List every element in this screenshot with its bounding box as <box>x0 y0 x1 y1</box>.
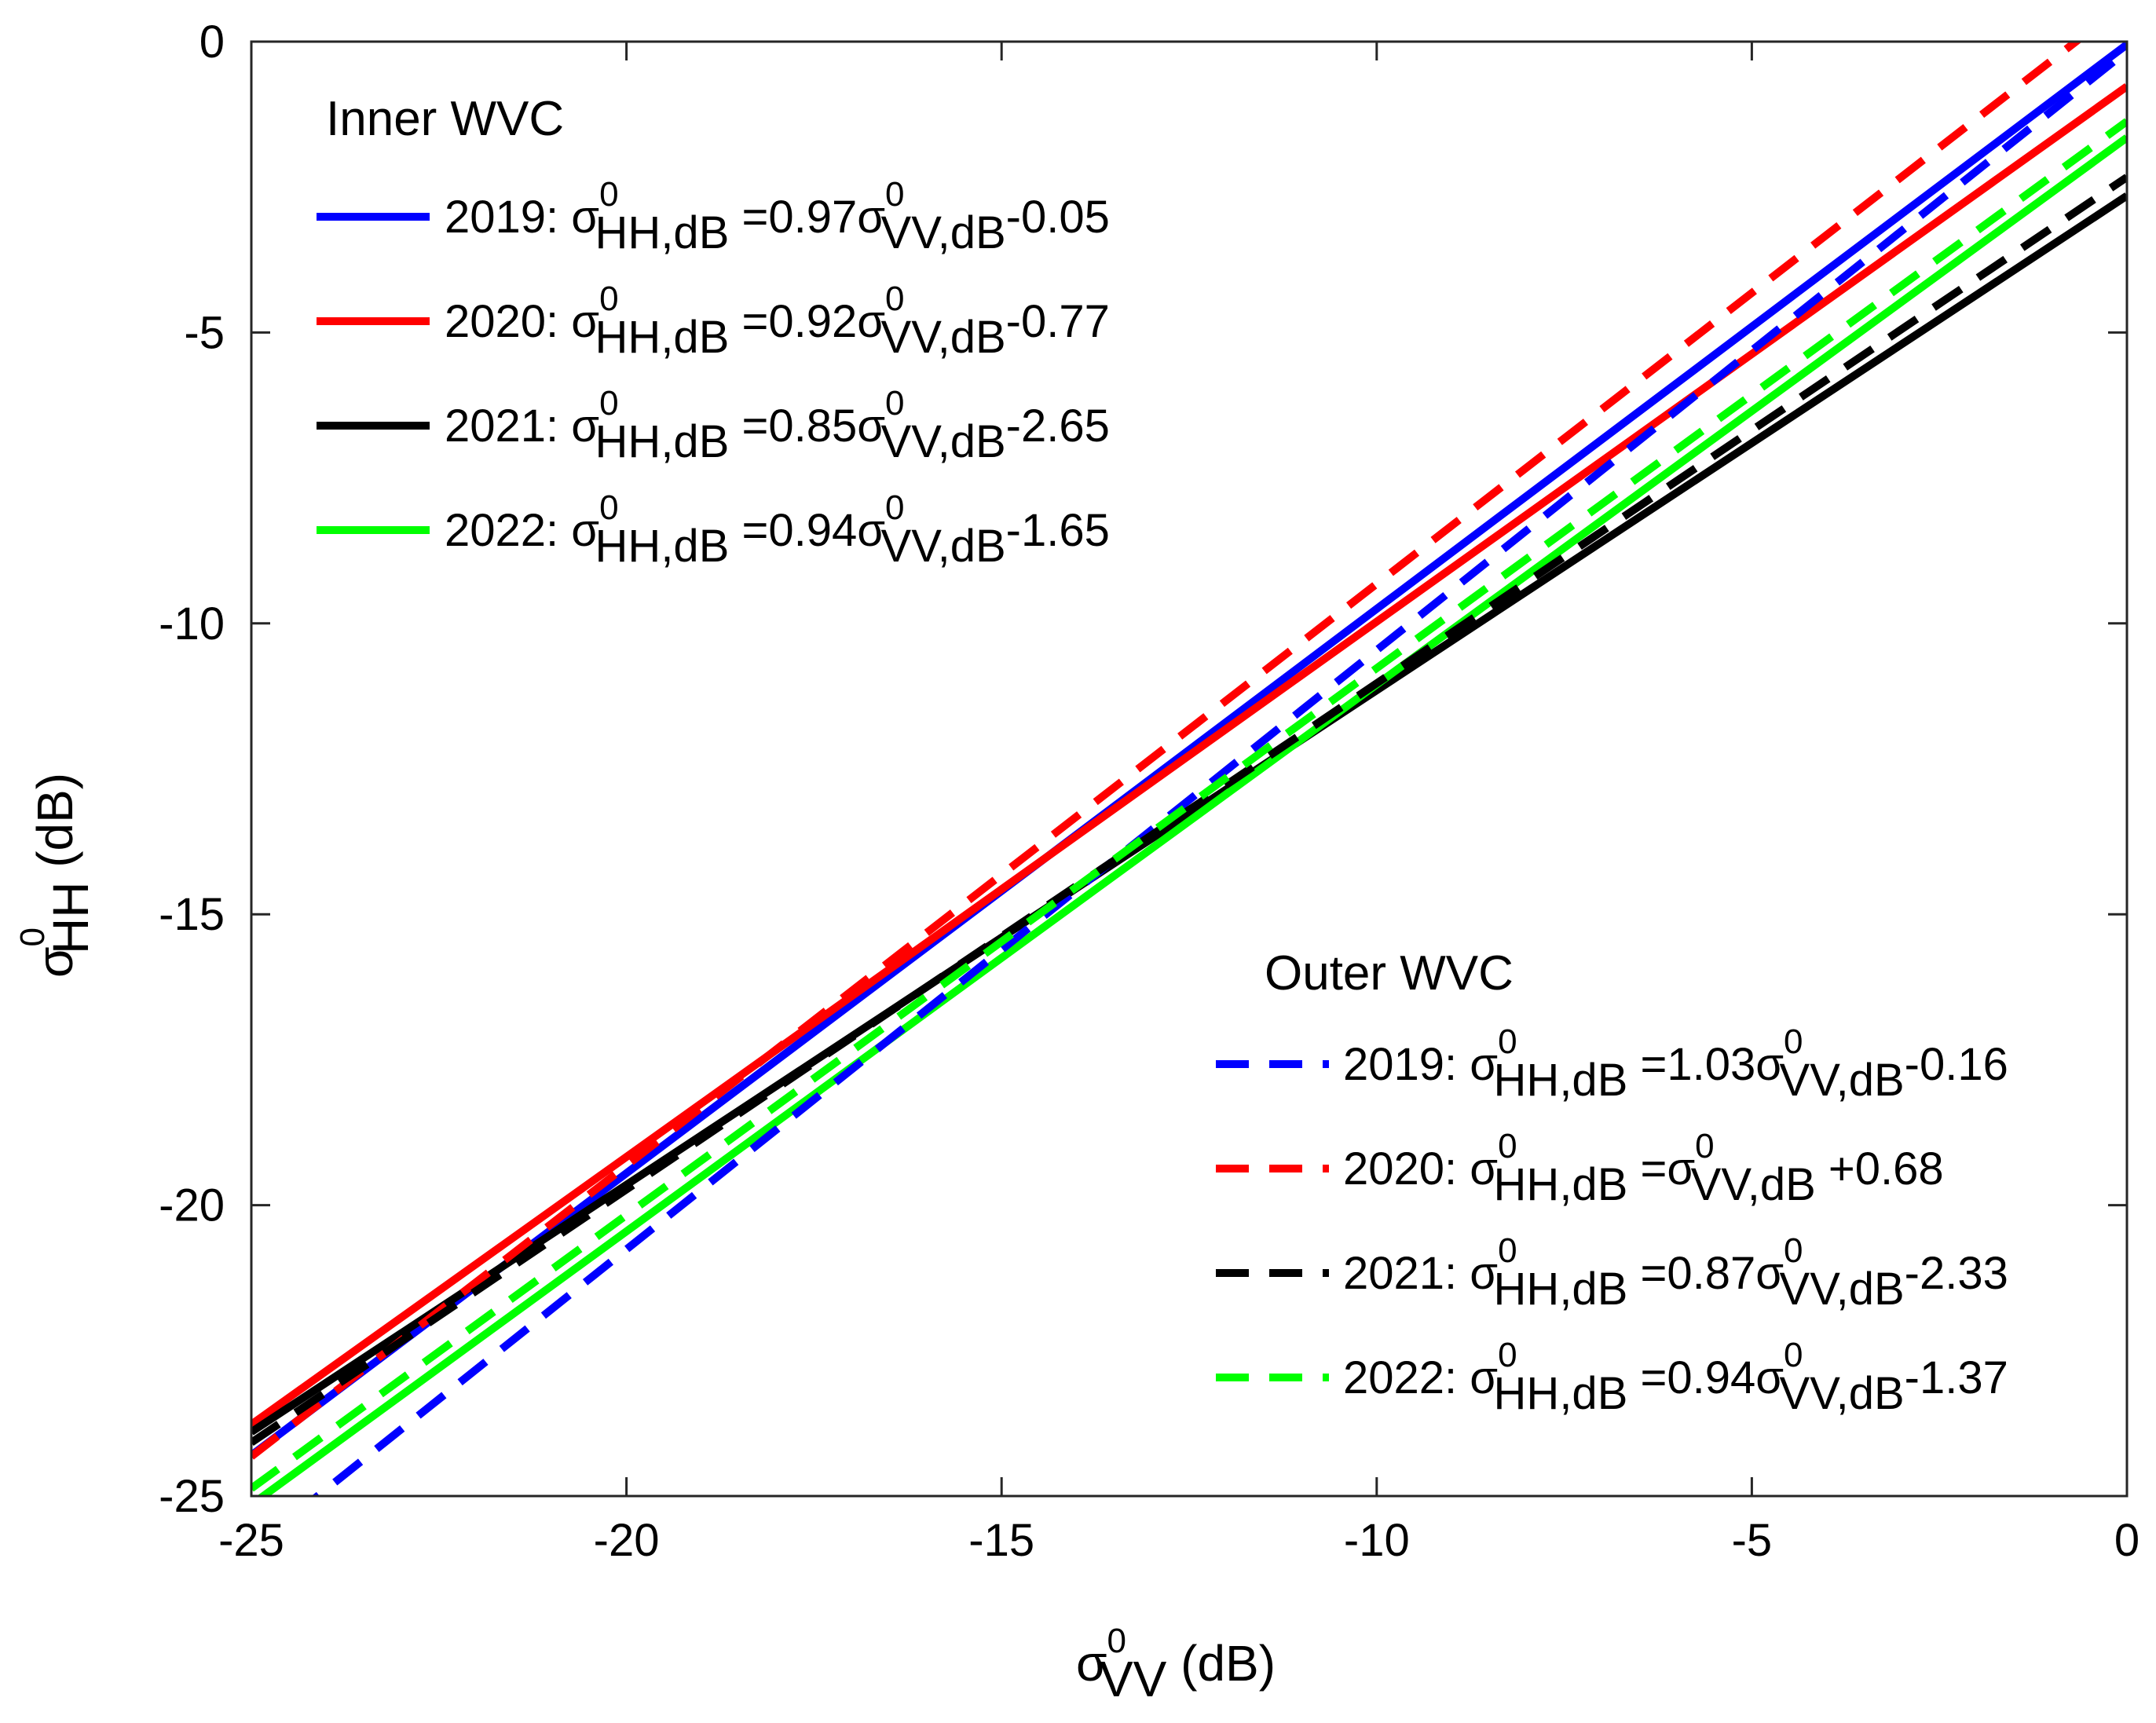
x-tick-label: -20 <box>594 1515 660 1566</box>
series-line-inner-wvc-2022 <box>256 134 2127 1496</box>
y-tick-label: -10 <box>159 598 225 649</box>
series-line-outer-wvc-2020 <box>251 42 2083 1460</box>
legend-entry-2021: 2021: σ0 HH,dB =0.85σ0 VV,dB-2.65 <box>445 384 1110 467</box>
legend-outer: Outer WVC 2019: σ0 HH,dB =1.03σ0 VV,dB-0.16… <box>1216 946 2008 1419</box>
legend-entry-2022: 2022: σ0 HH,dB =0.94σ0 VV,dB-1.37 <box>1343 1336 2008 1419</box>
series-line-inner-wvc-2019 <box>251 42 2127 1459</box>
x-tick-label: -5 <box>1732 1515 1773 1566</box>
legend-entry-2019: 2019: σ0 HH,dB =1.03σ0 VV,dB-0.16 <box>1343 1022 2008 1106</box>
y-tick-label: -20 <box>159 1180 225 1231</box>
legend-entry-2020: 2020: σ0 HH,dB =σ0 VV,dB +0.68 <box>1343 1127 1944 1210</box>
legend-entry-2019: 2019: σ0 HH,dB =0.97σ0 VV,dB-0.05 <box>445 175 1110 258</box>
axis-labels-layer: σ0 VV (dB) σ0HH (dB) <box>13 773 1276 1707</box>
y-tick-label: 0 <box>199 16 225 68</box>
legend-inner: Inner WVC 2019: σ0 HH,dB =0.97σ0 VV,dB-0.05… <box>317 92 1110 572</box>
x-tick-label: -15 <box>968 1515 1034 1566</box>
legend-title: Inner WVC <box>326 92 564 146</box>
y-tick-label: -25 <box>159 1471 225 1522</box>
legend-title: Outer WVC <box>1265 946 1514 1001</box>
series-layer <box>251 42 2127 1496</box>
legend-entry-2020: 2020: σ0 HH,dB =0.92σ0 VV,dB-0.77 <box>445 280 1110 363</box>
x-tick-label: -10 <box>1344 1515 1410 1566</box>
y-tick-label: -15 <box>159 889 225 940</box>
legend-entry-2022: 2022: σ0 HH,dB =0.94σ0 VV,dB-1.65 <box>445 488 1110 572</box>
plot-frame <box>250 40 2129 1498</box>
y-tick-label: -5 <box>184 307 225 358</box>
y-axis-title-group: σ0HH (dB) <box>13 773 99 978</box>
series-line-inner-wvc-2020 <box>251 82 2127 1428</box>
ticks-layer: -25 -20 -15 -10 -5 0 -25 -20 -15 -10 -5 0 <box>159 16 2140 1566</box>
x-tick-label: -25 <box>218 1515 284 1566</box>
series-line-outer-wvc-2022 <box>251 118 2127 1492</box>
series-line-outer-wvc-2019 <box>311 47 2127 1496</box>
series-line-outer-wvc-2021 <box>251 174 2127 1446</box>
x-axis-title: σ0 VV (dB) <box>1076 1622 1276 1707</box>
y-axis-title: σ0HH (dB) <box>13 773 99 978</box>
legend-entry-2021: 2021: σ0 HH,dB =0.87σ0 VV,dB-2.33 <box>1343 1231 2008 1315</box>
x-tick-label: 0 <box>2114 1515 2140 1566</box>
